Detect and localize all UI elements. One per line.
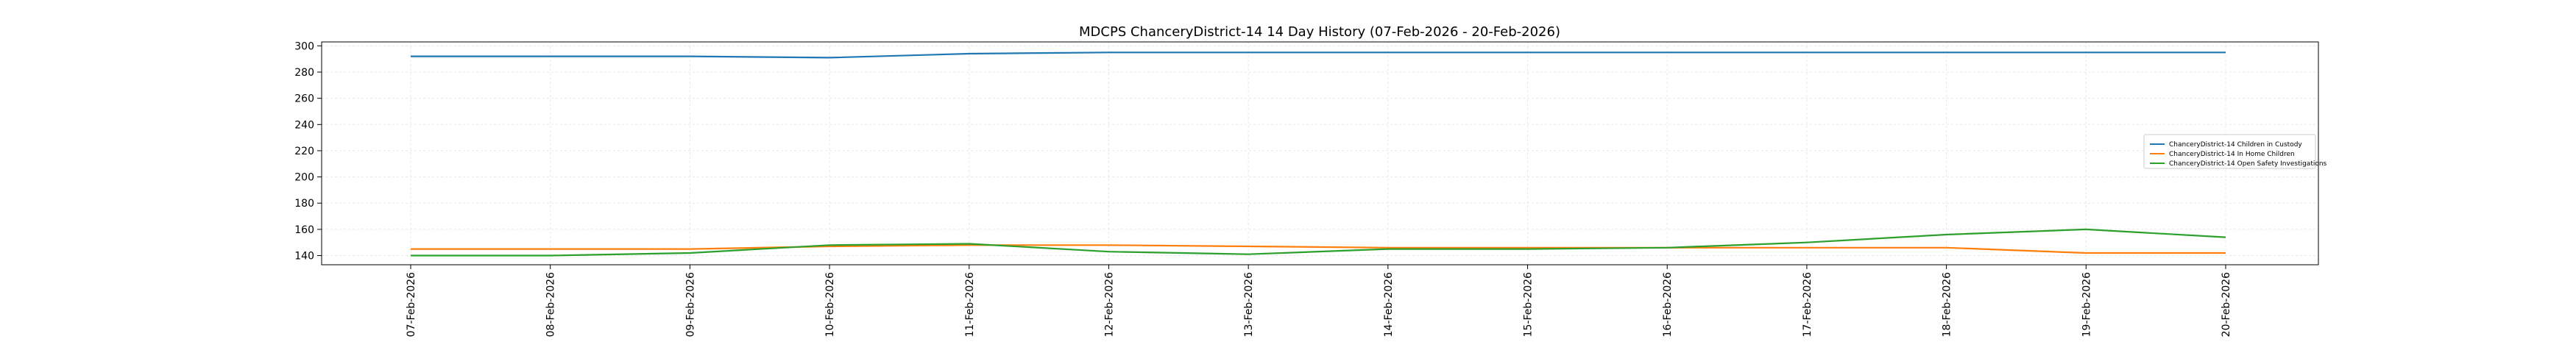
plot-area: [321, 41, 2319, 265]
y-tick-label: 280: [294, 67, 314, 79]
legend-box: [2143, 134, 2316, 169]
x-tick-label: 13-Feb-2026: [1243, 272, 1255, 337]
series-line-3: [411, 228, 2226, 257]
x-tick-label: 16-Feb-2026: [1662, 272, 1674, 337]
legend-label: ChanceryDistrict-14 Children in Custody: [2169, 141, 2302, 149]
y-tick-label: 180: [294, 198, 314, 210]
x-tick-label: 08-Feb-2026: [545, 272, 557, 337]
y-tick-label: 240: [294, 119, 314, 131]
legend: ChanceryDistrict-14 Children in Custody C…: [2143, 134, 2327, 169]
y-tick-label: 260: [294, 93, 314, 105]
x-tick-label: 15-Feb-2026: [1523, 272, 1535, 337]
x-tick-label: 11-Feb-2026: [964, 272, 976, 337]
y-tick-label: 220: [294, 146, 314, 157]
x-tick-label: 18-Feb-2026: [1942, 272, 1953, 337]
y-tick-label: 200: [294, 172, 314, 184]
series-layer: [411, 51, 2226, 257]
x-tick-label: 12-Feb-2026: [1103, 272, 1115, 337]
x-tick-label: 20-Feb-2026: [2221, 272, 2232, 337]
x-tick-label: 10-Feb-2026: [824, 272, 836, 337]
x-tick-label: 17-Feb-2026: [1802, 272, 1814, 337]
x-tick-label: 07-Feb-2026: [406, 272, 417, 337]
grid: [322, 42, 2318, 265]
series-line-1: [411, 51, 2226, 59]
x-axis: 07-Feb-2026 08-Feb-2026 09-Feb-2026 10-Feb-…: [406, 265, 2232, 337]
x-tick-label: 14-Feb-2026: [1383, 272, 1395, 337]
y-axis: 140 160 180 200 220 240 260 280 300: [294, 40, 322, 263]
chart-title: MDCPS ChanceryDistrict-14 14 Day History…: [1079, 24, 1560, 40]
y-tick-label: 160: [294, 224, 314, 236]
x-tick-label: 19-Feb-2026: [2081, 272, 2092, 337]
y-tick-label: 300: [294, 40, 314, 52]
legend-label: ChanceryDistrict-14 Open Safety Investig…: [2169, 160, 2327, 168]
y-tick-label: 140: [294, 251, 314, 263]
legend-label: ChanceryDistrict-14 In Home Children: [2169, 151, 2295, 158]
x-tick-label: 09-Feb-2026: [684, 272, 696, 337]
series-line-2: [411, 244, 2226, 254]
